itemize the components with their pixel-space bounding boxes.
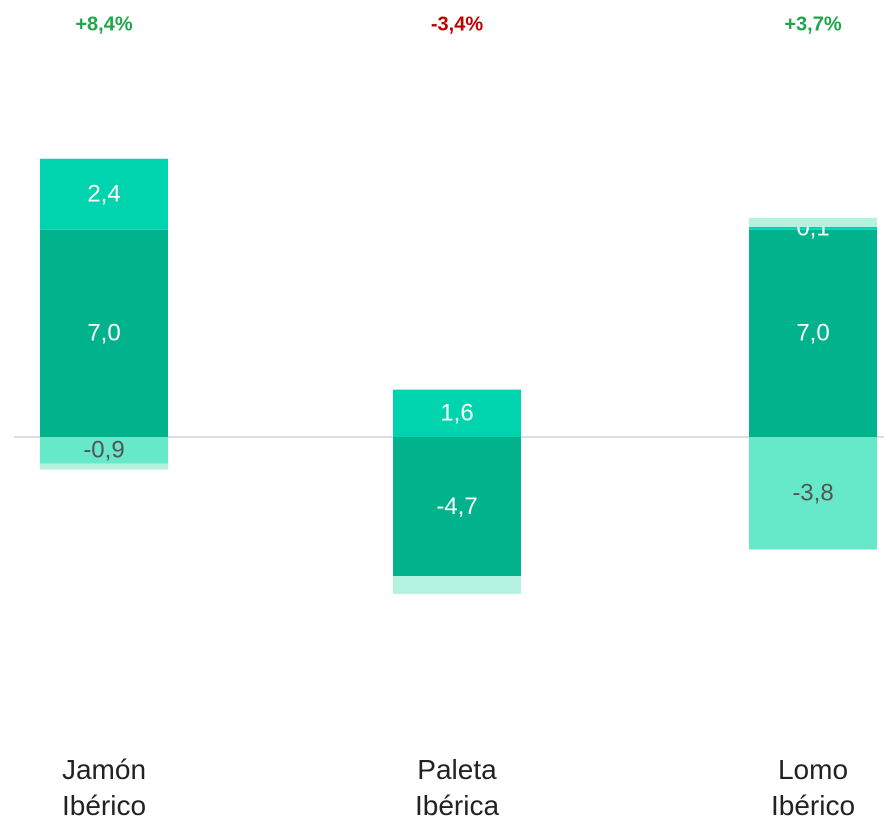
value-label: 7,0 bbox=[87, 320, 120, 347]
value-label: 1,6 bbox=[440, 400, 473, 427]
bar-segment bbox=[749, 229, 877, 437]
bar-segment bbox=[40, 229, 168, 437]
value-label: 2,4 bbox=[87, 181, 120, 208]
bar-segment bbox=[40, 158, 168, 230]
value-label: 7,0 bbox=[796, 320, 829, 347]
bar-segment bbox=[749, 217, 877, 227]
category-label: Lomo Ibérico bbox=[770, 754, 856, 821]
bar-segment bbox=[393, 389, 521, 437]
change-label: -3,4% bbox=[431, 13, 483, 35]
category-label: Paleta Ibérica bbox=[414, 754, 500, 821]
bar-segment bbox=[40, 463, 168, 470]
bar-segment bbox=[749, 437, 877, 550]
bar-segment bbox=[393, 576, 521, 594]
change-label: +3,7% bbox=[784, 13, 841, 35]
bar-segment bbox=[749, 226, 877, 230]
value-label: -4,7 bbox=[436, 493, 477, 520]
value-label: -0,9 bbox=[83, 437, 124, 464]
change-label: +8,4% bbox=[75, 13, 132, 35]
category-label: Jamón Ibérico bbox=[61, 754, 147, 821]
bar-segment bbox=[393, 437, 521, 577]
bar-segment bbox=[40, 437, 168, 464]
value-label: -3,8 bbox=[792, 480, 833, 507]
